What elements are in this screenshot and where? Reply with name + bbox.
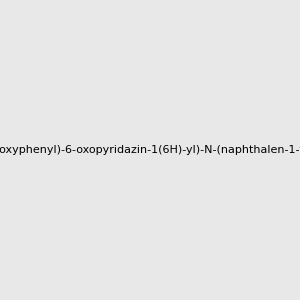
Text: 2-(3-(3-methoxyphenyl)-6-oxopyridazin-1(6H)-yl)-N-(naphthalen-1-yl)acetamide: 2-(3-(3-methoxyphenyl)-6-oxopyridazin-1(… bbox=[0, 145, 300, 155]
